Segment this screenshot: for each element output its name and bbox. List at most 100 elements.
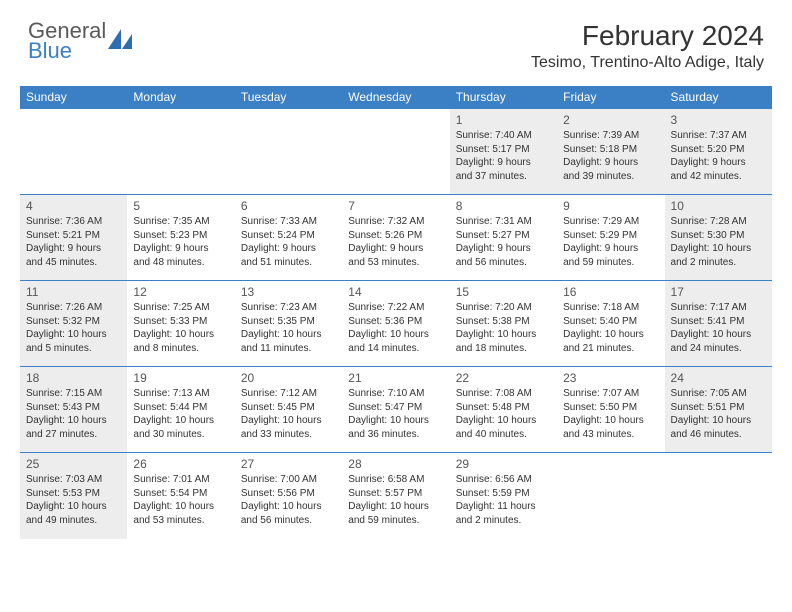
sunset-text: Sunset: 5:23 PM (133, 229, 228, 243)
day-number: 11 (26, 284, 121, 300)
calendar-day-cell: 9Sunrise: 7:29 AMSunset: 5:29 PMDaylight… (557, 195, 664, 281)
sunrise-text: Sunrise: 6:56 AM (456, 473, 551, 487)
calendar-day-cell: 12Sunrise: 7:25 AMSunset: 5:33 PMDayligh… (127, 281, 234, 367)
sunrise-text: Sunrise: 7:00 AM (241, 473, 336, 487)
calendar-day-cell: 21Sunrise: 7:10 AMSunset: 5:47 PMDayligh… (342, 367, 449, 453)
calendar-day-cell: 3Sunrise: 7:37 AMSunset: 5:20 PMDaylight… (665, 109, 772, 195)
daylight-text: Daylight: 10 hours (26, 414, 121, 428)
calendar-day-cell: 4Sunrise: 7:36 AMSunset: 5:21 PMDaylight… (20, 195, 127, 281)
sunset-text: Sunset: 5:53 PM (26, 487, 121, 501)
daylight-text: Daylight: 9 hours (241, 242, 336, 256)
sunrise-text: Sunrise: 7:01 AM (133, 473, 228, 487)
daylight-text: and 33 minutes. (241, 428, 336, 442)
sunrise-text: Sunrise: 7:28 AM (671, 215, 766, 229)
daylight-text: Daylight: 10 hours (241, 414, 336, 428)
sunset-text: Sunset: 5:51 PM (671, 401, 766, 415)
day-number: 1 (456, 112, 551, 128)
daylight-text: Daylight: 9 hours (456, 242, 551, 256)
sunrise-text: Sunrise: 7:05 AM (671, 387, 766, 401)
daylight-text: and 59 minutes. (563, 256, 658, 270)
daylight-text: and 40 minutes. (456, 428, 551, 442)
sunset-text: Sunset: 5:20 PM (671, 143, 766, 157)
sunrise-text: Sunrise: 7:40 AM (456, 129, 551, 143)
sunset-text: Sunset: 5:43 PM (26, 401, 121, 415)
sunset-text: Sunset: 5:30 PM (671, 229, 766, 243)
calendar-day-cell: 15Sunrise: 7:20 AMSunset: 5:38 PMDayligh… (450, 281, 557, 367)
calendar-day-cell: 17Sunrise: 7:17 AMSunset: 5:41 PMDayligh… (665, 281, 772, 367)
daylight-text: Daylight: 10 hours (563, 328, 658, 342)
daylight-text: Daylight: 10 hours (133, 328, 228, 342)
sunset-text: Sunset: 5:17 PM (456, 143, 551, 157)
title-block: February 2024 Tesimo, Trentino-Alto Adig… (531, 20, 764, 72)
daylight-text: and 53 minutes. (348, 256, 443, 270)
sunset-text: Sunset: 5:50 PM (563, 401, 658, 415)
daylight-text: and 8 minutes. (133, 342, 228, 356)
sunset-text: Sunset: 5:26 PM (348, 229, 443, 243)
sunrise-text: Sunrise: 7:35 AM (133, 215, 228, 229)
sunrise-text: Sunrise: 7:29 AM (563, 215, 658, 229)
sunset-text: Sunset: 5:57 PM (348, 487, 443, 501)
calendar-day-cell: 23Sunrise: 7:07 AMSunset: 5:50 PMDayligh… (557, 367, 664, 453)
daylight-text: Daylight: 10 hours (348, 414, 443, 428)
day-number: 15 (456, 284, 551, 300)
sunrise-text: Sunrise: 7:31 AM (456, 215, 551, 229)
sunrise-text: Sunrise: 7:22 AM (348, 301, 443, 315)
sunset-text: Sunset: 5:21 PM (26, 229, 121, 243)
day-number: 20 (241, 370, 336, 386)
sunset-text: Sunset: 5:54 PM (133, 487, 228, 501)
daylight-text: Daylight: 10 hours (26, 328, 121, 342)
sunrise-text: Sunrise: 7:18 AM (563, 301, 658, 315)
daylight-text: and 56 minutes. (456, 256, 551, 270)
calendar-week-row: 1Sunrise: 7:40 AMSunset: 5:17 PMDaylight… (20, 109, 772, 195)
daylight-text: Daylight: 9 hours (26, 242, 121, 256)
sunrise-text: Sunrise: 7:33 AM (241, 215, 336, 229)
daylight-text: Daylight: 9 hours (133, 242, 228, 256)
calendar-day-cell: 29Sunrise: 6:56 AMSunset: 5:59 PMDayligh… (450, 453, 557, 539)
day-number: 26 (133, 456, 228, 472)
calendar-day-cell: 19Sunrise: 7:13 AMSunset: 5:44 PMDayligh… (127, 367, 234, 453)
daylight-text: and 27 minutes. (26, 428, 121, 442)
calendar-day-cell: 27Sunrise: 7:00 AMSunset: 5:56 PMDayligh… (235, 453, 342, 539)
sunset-text: Sunset: 5:47 PM (348, 401, 443, 415)
sunrise-text: Sunrise: 7:17 AM (671, 301, 766, 315)
sunset-text: Sunset: 5:18 PM (563, 143, 658, 157)
calendar-day-cell: 7Sunrise: 7:32 AMSunset: 5:26 PMDaylight… (342, 195, 449, 281)
daylight-text: Daylight: 10 hours (671, 414, 766, 428)
weekday-header: Saturday (665, 86, 772, 109)
calendar-week-row: 18Sunrise: 7:15 AMSunset: 5:43 PMDayligh… (20, 367, 772, 453)
daylight-text: Daylight: 9 hours (456, 156, 551, 170)
daylight-text: and 53 minutes. (133, 514, 228, 528)
sunset-text: Sunset: 5:33 PM (133, 315, 228, 329)
day-number: 24 (671, 370, 766, 386)
sunrise-text: Sunrise: 7:15 AM (26, 387, 121, 401)
daylight-text: and 45 minutes. (26, 256, 121, 270)
day-number: 29 (456, 456, 551, 472)
sunset-text: Sunset: 5:48 PM (456, 401, 551, 415)
calendar-day-cell: 5Sunrise: 7:35 AMSunset: 5:23 PMDaylight… (127, 195, 234, 281)
day-number: 6 (241, 198, 336, 214)
weekday-header: Monday (127, 86, 234, 109)
calendar-day-cell: 13Sunrise: 7:23 AMSunset: 5:35 PMDayligh… (235, 281, 342, 367)
day-number: 25 (26, 456, 121, 472)
sunrise-text: Sunrise: 7:13 AM (133, 387, 228, 401)
sunrise-text: Sunrise: 7:26 AM (26, 301, 121, 315)
daylight-text: and 2 minutes. (671, 256, 766, 270)
day-number: 27 (241, 456, 336, 472)
calendar-week-row: 11Sunrise: 7:26 AMSunset: 5:32 PMDayligh… (20, 281, 772, 367)
daylight-text: and 56 minutes. (241, 514, 336, 528)
daylight-text: Daylight: 9 hours (563, 242, 658, 256)
day-number: 5 (133, 198, 228, 214)
sunrise-text: Sunrise: 7:03 AM (26, 473, 121, 487)
sunset-text: Sunset: 5:24 PM (241, 229, 336, 243)
calendar-day-cell: 24Sunrise: 7:05 AMSunset: 5:51 PMDayligh… (665, 367, 772, 453)
sunrise-text: Sunrise: 7:12 AM (241, 387, 336, 401)
calendar-day-cell: 18Sunrise: 7:15 AMSunset: 5:43 PMDayligh… (20, 367, 127, 453)
calendar-day-cell (127, 109, 234, 195)
weekday-header: Thursday (450, 86, 557, 109)
day-number: 16 (563, 284, 658, 300)
sunset-text: Sunset: 5:59 PM (456, 487, 551, 501)
day-number: 14 (348, 284, 443, 300)
daylight-text: and 48 minutes. (133, 256, 228, 270)
sunrise-text: Sunrise: 7:39 AM (563, 129, 658, 143)
calendar-day-cell: 8Sunrise: 7:31 AMSunset: 5:27 PMDaylight… (450, 195, 557, 281)
